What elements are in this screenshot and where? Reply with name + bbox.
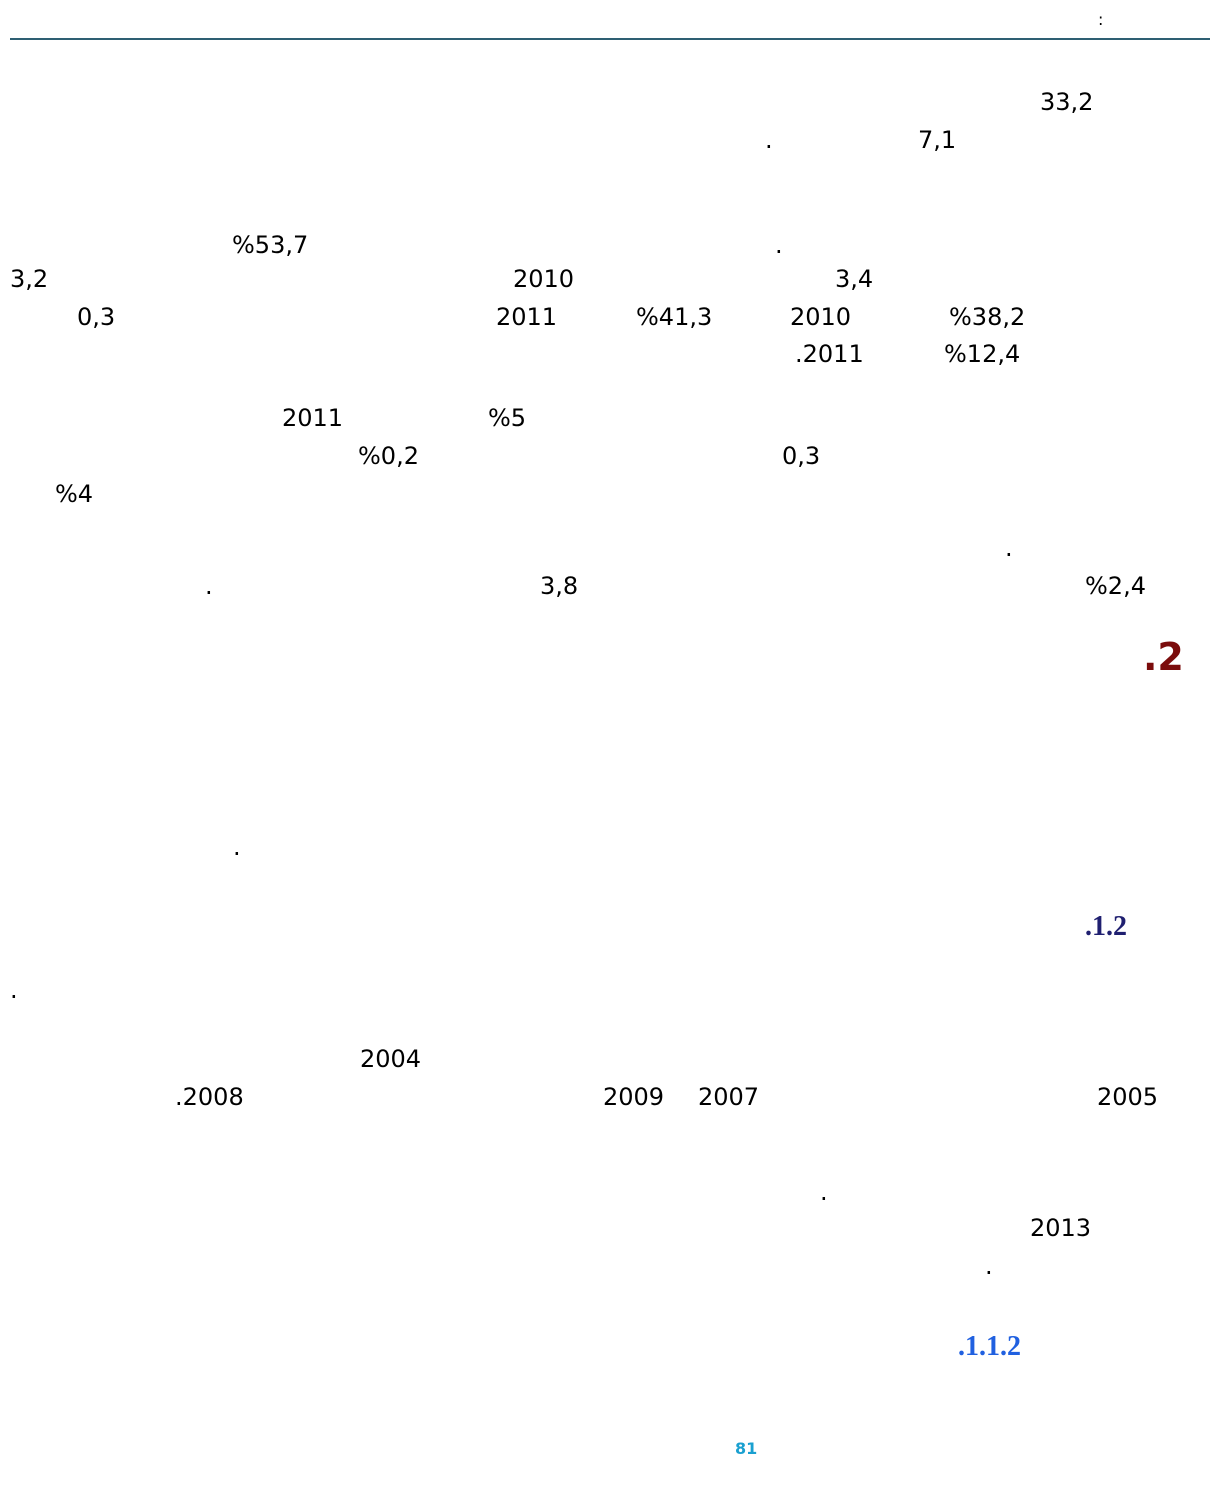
text: 2007 bbox=[698, 1083, 760, 1111]
text: %12,4 bbox=[944, 340, 1021, 368]
text: %0,2 bbox=[358, 442, 419, 470]
header-rule bbox=[10, 38, 1210, 40]
text: 2011 bbox=[496, 303, 558, 331]
text: %53,7 bbox=[232, 231, 309, 259]
text: 2009 bbox=[603, 1083, 665, 1111]
text: 7,1 bbox=[918, 126, 957, 154]
heading: .1.1.2 bbox=[958, 1331, 1021, 1362]
text: .2008 bbox=[175, 1083, 244, 1111]
text: 2010 bbox=[513, 265, 575, 293]
text: 3,4 bbox=[835, 265, 874, 293]
heading: .1.2 bbox=[1085, 911, 1127, 942]
text: 2011 bbox=[282, 404, 344, 432]
text: . bbox=[820, 1178, 828, 1206]
text: 2004 bbox=[360, 1045, 422, 1073]
text: 2010 bbox=[790, 303, 852, 331]
text: . bbox=[985, 1252, 993, 1280]
text: . bbox=[1005, 534, 1013, 562]
text: . bbox=[233, 833, 241, 861]
text: 33,2 bbox=[1040, 88, 1094, 116]
text: 3,8 bbox=[540, 572, 579, 600]
text: . bbox=[765, 126, 773, 154]
text: %2,4 bbox=[1085, 572, 1146, 600]
text: 0,3 bbox=[77, 303, 116, 331]
text: %4 bbox=[55, 480, 94, 508]
text: . bbox=[775, 231, 783, 259]
text: 3,2 bbox=[10, 265, 49, 293]
text: %41,3 bbox=[636, 303, 713, 331]
header-text: : bbox=[1098, 10, 1104, 29]
text: %5 bbox=[488, 404, 527, 432]
text: %38,2 bbox=[949, 303, 1026, 331]
page-number: 81 bbox=[735, 1439, 758, 1458]
text: 0,3 bbox=[782, 442, 821, 470]
text: 2013 bbox=[1030, 1214, 1092, 1242]
text: . bbox=[205, 572, 213, 600]
text: .2011 bbox=[795, 340, 864, 368]
text: 2005 bbox=[1097, 1083, 1159, 1111]
text: . bbox=[10, 976, 18, 1004]
heading: .2 bbox=[1143, 635, 1184, 679]
